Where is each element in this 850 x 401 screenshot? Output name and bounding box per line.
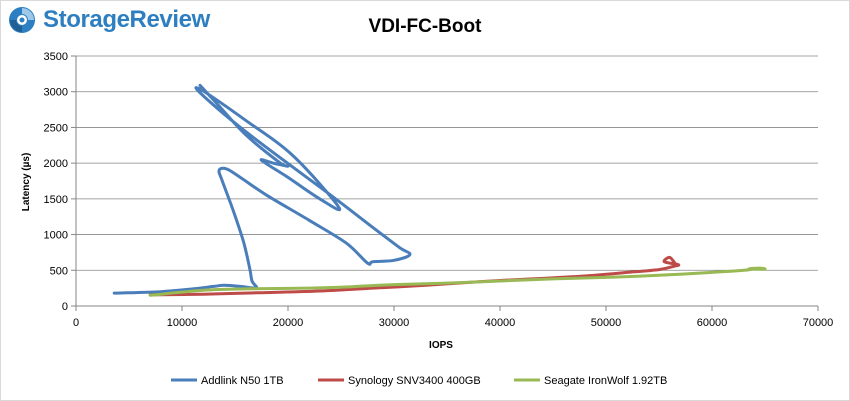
x-tick-label: 30000 [379,317,410,329]
legend-item: Addlink N50 1TB [171,375,284,387]
legend-item: Synology SNV3400 400GB [318,375,481,387]
legend: Addlink N50 1TB Synology SNV3400 400GB Sea… [171,375,667,387]
y-tick-label: 1500 [44,194,68,206]
x-tick-label: 40000 [485,317,516,329]
x-tick-label: 10000 [167,317,198,329]
x-tick-label: 0 [73,317,79,329]
y-tick-label: 1000 [44,230,68,242]
x-tick-label: 20000 [273,317,304,329]
y-axis-label: Latency (µs) [21,153,32,212]
y-tick-label: 3500 [44,51,68,63]
legend-item: Seagate IronWolf 1.92TB [514,375,667,387]
x-axis-label: IOPS [429,340,453,351]
storagereview-logo-icon [9,7,35,33]
y-tick-label: 0 [62,301,68,313]
y-tick-label: 3000 [44,87,68,99]
series-line-3 [148,266,767,297]
legend-label: Seagate IronWolf 1.92TB [544,375,667,387]
x-tick-label: 60000 [697,317,728,329]
series-lines [112,83,767,297]
x-tick-label: 50000 [591,317,622,329]
y-tick-label: 2000 [44,158,68,170]
grid-lines [76,55,818,271]
y-tick-label: 2500 [44,122,68,134]
x-tick-labels: 0 10000 20000 30000 40000 50000 60000 70000 [73,317,833,329]
brand-logo: StorageReview [7,5,210,35]
legend-label: Addlink N50 1TB [201,375,284,387]
y-tick-labels: 0 500 1000 1500 2000 2500 3000 3500 [44,51,68,313]
axes [71,55,819,311]
y-tick-label: 500 [50,265,68,277]
brand-name: StorageReview [43,6,210,33]
legend-label: Synology SNV3400 400GB [348,375,481,387]
series-line-1 [112,83,412,295]
x-tick-label: 70000 [803,317,834,329]
chart-title: VDI-FC-Boot [369,16,483,37]
